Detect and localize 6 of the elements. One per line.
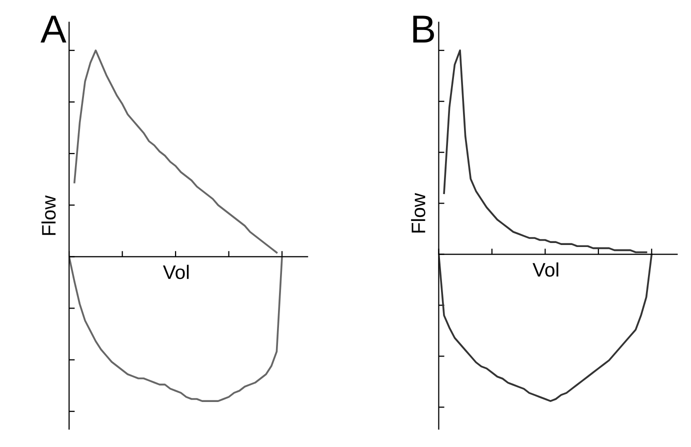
chart-title: A <box>40 16 66 42</box>
chart-title: B <box>413 16 434 42</box>
x-axis-title: Vol <box>532 262 558 277</box>
x-axis-title: Vol <box>162 264 189 280</box>
y-axis-title: Flow <box>41 195 56 235</box>
y-axis-title: Flow <box>411 193 426 233</box>
